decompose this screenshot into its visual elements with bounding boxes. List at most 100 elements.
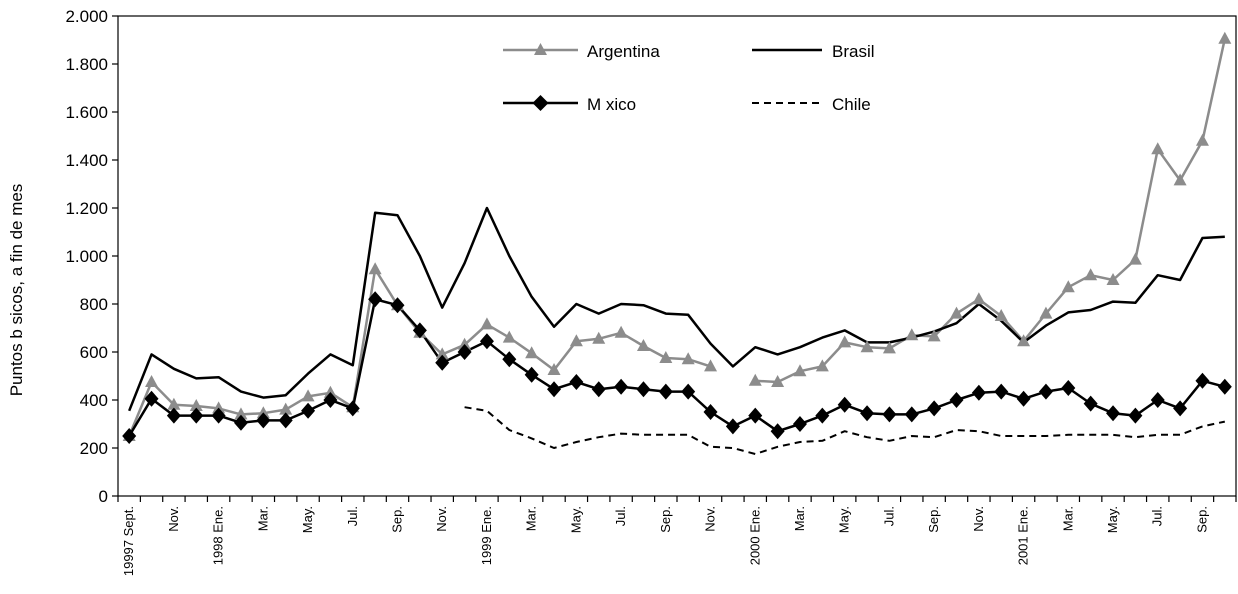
x-tick-label: Mar. <box>524 506 539 531</box>
legend-entry-mexico: M xico <box>503 95 636 114</box>
point-m-xico <box>748 407 763 424</box>
point-argentina <box>1195 133 1209 146</box>
x-tick-label: Sep. <box>658 506 673 533</box>
x-tick-label: May. <box>1105 506 1120 533</box>
legend-entry-chile: Chile <box>752 95 871 114</box>
point-m-xico <box>636 381 651 398</box>
y-axis-label: Puntos b sicos, a fin de mes <box>7 184 26 397</box>
point-argentina <box>771 375 785 387</box>
point-argentina <box>1039 306 1053 319</box>
y-ticks: 0 200 400 600 800 1.000 1.200 1.400 1.600 1.800 2.… <box>65 7 118 506</box>
point-argentina <box>860 340 874 353</box>
point-argentina <box>480 317 494 330</box>
point-m-xico <box>1173 400 1188 417</box>
point-argentina <box>458 337 472 350</box>
y-tick-label: 2.000 <box>65 7 108 26</box>
point-argentina <box>547 363 561 375</box>
x-tick-label: 1999 Ene. <box>479 506 494 565</box>
point-m-xico <box>971 384 986 401</box>
point-argentina <box>659 351 673 363</box>
x-tick-label: May. <box>300 506 315 533</box>
x-tick-label: Nov. <box>166 506 181 532</box>
x-tick-label: 1998 Ene. <box>211 506 226 565</box>
point-argentina <box>972 292 986 305</box>
point-argentina <box>212 401 226 414</box>
series-line-m-xico <box>128 297 1226 437</box>
y-tick-label: 1.200 <box>65 199 108 218</box>
point-m-xico <box>927 400 942 417</box>
legend-label-mexico: M xico <box>587 95 636 114</box>
point-argentina <box>189 399 203 411</box>
point-m-xico <box>882 406 897 423</box>
point-m-xico <box>547 381 562 398</box>
point-m-xico <box>1217 378 1232 395</box>
x-tick-label: Nov. <box>703 506 718 532</box>
y-tick-label: 1.400 <box>65 151 108 170</box>
legend-label-brasil: Brasil <box>832 42 875 61</box>
point-argentina <box>1061 280 1075 293</box>
point-argentina <box>614 325 628 338</box>
point-argentina <box>368 262 382 275</box>
point-m-xico <box>1016 390 1031 407</box>
y-tick-label: 1.600 <box>65 103 108 122</box>
point-m-xico <box>904 406 919 423</box>
x-tick-label: Sep. <box>926 506 941 533</box>
y-tick-label: 1.000 <box>65 247 108 266</box>
x-tick-label: 2000 Ene. <box>747 506 762 565</box>
point-m-xico <box>994 383 1009 400</box>
point-m-xico <box>122 428 137 444</box>
point-argentina <box>1106 273 1120 285</box>
x-tick-label: Mar. <box>255 506 270 531</box>
point-argentina <box>301 389 315 402</box>
x-tick-label: Nov. <box>434 506 449 532</box>
point-m-xico <box>860 405 875 422</box>
point-argentina <box>1084 268 1098 281</box>
point-argentina <box>681 352 695 365</box>
point-m-xico <box>166 407 181 424</box>
point-m-xico <box>1106 405 1121 422</box>
point-argentina <box>927 329 941 342</box>
point-m-xico <box>591 381 606 398</box>
point-m-xico <box>144 390 159 407</box>
legend-label-argentina: Argentina <box>587 42 660 61</box>
y-tick-label: 1.800 <box>65 55 108 74</box>
point-m-xico <box>792 416 807 432</box>
point-argentina <box>592 331 606 344</box>
point-m-xico <box>614 378 629 395</box>
point-argentina <box>1151 142 1165 155</box>
x-tick-label: Sep. <box>390 506 405 533</box>
legend: Argentina Brasil M xico Chile <box>503 42 875 114</box>
point-argentina <box>748 373 762 386</box>
point-argentina <box>994 309 1008 321</box>
point-argentina <box>950 306 963 319</box>
series-line-brasil <box>128 206 1225 412</box>
x-tick-label: Nov. <box>971 506 986 532</box>
x-tick-label: Jul. <box>613 506 628 526</box>
y-tick-label: 0 <box>99 487 108 506</box>
point-m-xico <box>681 383 696 400</box>
point-argentina <box>502 330 516 343</box>
point-m-xico <box>502 351 517 368</box>
point-m-xico <box>301 402 316 419</box>
x-tick-label: May. <box>837 506 852 533</box>
point-m-xico <box>703 404 718 420</box>
point-argentina <box>815 359 829 372</box>
point-m-xico <box>1061 380 1076 396</box>
point-m-xico <box>457 344 472 360</box>
point-m-xico <box>256 412 271 429</box>
legend-entry-argentina: Argentina <box>503 42 660 61</box>
point-m-xico <box>770 423 785 440</box>
x-tick-label: 2001 Ene. <box>1016 506 1031 565</box>
point-m-xico <box>837 396 852 413</box>
point-argentina <box>905 328 919 341</box>
point-argentina <box>704 359 718 372</box>
point-m-xico <box>524 366 539 383</box>
x-tick-label: Jul. <box>1150 506 1165 526</box>
point-argentina <box>323 385 337 398</box>
series-line-argentina <box>128 38 1227 437</box>
point-m-xico <box>368 291 383 308</box>
point-argentina <box>279 402 293 415</box>
point-m-xico <box>1038 383 1053 400</box>
point-m-xico <box>435 354 450 371</box>
